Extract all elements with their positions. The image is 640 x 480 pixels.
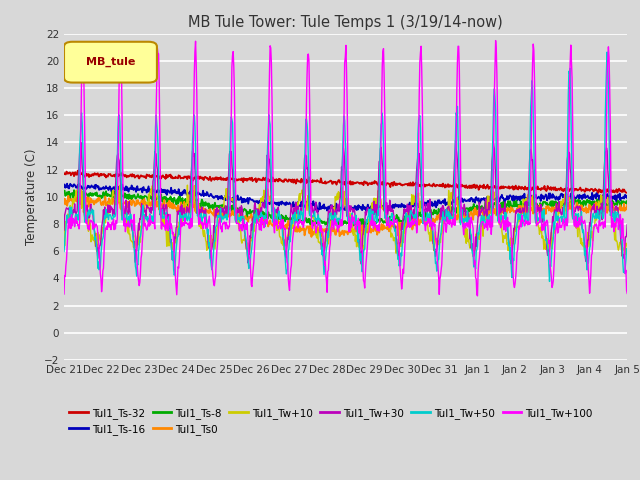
- FancyBboxPatch shape: [64, 42, 157, 83]
- Title: MB Tule Tower: Tule Temps 1 (3/19/14-now): MB Tule Tower: Tule Temps 1 (3/19/14-now…: [188, 15, 503, 30]
- Text: MB_tule: MB_tule: [86, 57, 136, 67]
- Y-axis label: Temperature (C): Temperature (C): [25, 148, 38, 245]
- Legend: Tul1_Ts-32, Tul1_Ts-16, Tul1_Ts-8, Tul1_Ts0, Tul1_Tw+10, Tul1_Tw+30, Tul1_Tw+50,: Tul1_Ts-32, Tul1_Ts-16, Tul1_Ts-8, Tul1_…: [69, 408, 593, 435]
